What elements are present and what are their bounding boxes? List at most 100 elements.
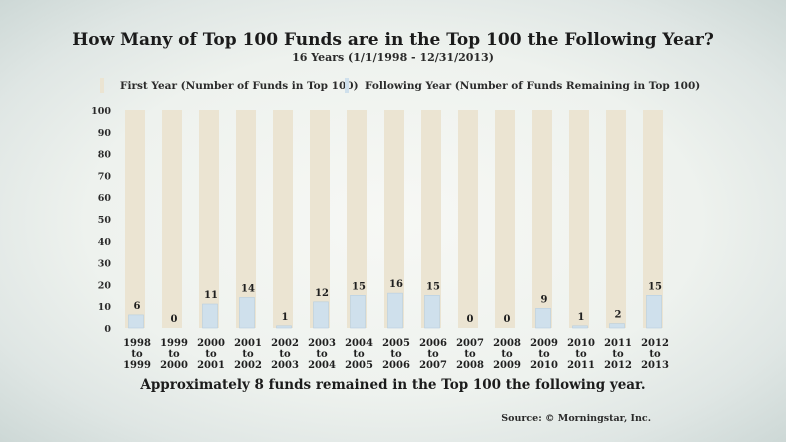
x-tick-label: 2006: [419, 338, 447, 349]
bar-following-year: [609, 323, 625, 329]
x-tick-label: 2006: [382, 360, 410, 371]
bar-following-year: [276, 325, 292, 329]
x-tick-label: 2013: [641, 360, 669, 371]
x-tick-label: 1999: [160, 338, 188, 349]
x-tick-label: 2011: [567, 360, 595, 371]
bar-following-year: [202, 303, 218, 329]
data-label: 0: [504, 314, 511, 325]
data-label: 12: [315, 288, 329, 299]
x-tick-label: to: [279, 349, 291, 360]
x-tick-label: to: [316, 349, 328, 360]
data-label: 15: [426, 281, 440, 292]
x-tick-label: 2005: [382, 338, 410, 349]
chart-footnote: Approximately 8 funds remained in the To…: [140, 377, 646, 393]
x-tick-label: 2002: [234, 360, 262, 371]
x-tick-label: to: [427, 349, 439, 360]
data-label: 16: [389, 279, 403, 290]
x-tick-label: 1998: [123, 338, 151, 349]
x-tick-label: to: [575, 349, 587, 360]
bar-first-year: [125, 110, 145, 328]
legend-item-following-year: Following Year (Number of Funds Remainin…: [345, 78, 700, 93]
x-tick-label: 1999: [123, 360, 151, 371]
legend-swatch-following-year: [345, 78, 349, 93]
x-tick-label: to: [390, 349, 402, 360]
bar-first-year: [421, 110, 441, 328]
x-tick-label: to: [612, 349, 624, 360]
x-tick-label: to: [538, 349, 550, 360]
y-tick-label: 80: [98, 150, 112, 161]
data-label: 1: [282, 312, 289, 323]
bar-first-year: [236, 110, 256, 328]
data-label: 9: [541, 294, 548, 305]
x-tick-label: 2000: [197, 338, 225, 349]
y-tick-label: 0: [104, 324, 111, 335]
y-tick-label: 70: [98, 171, 112, 182]
bar-following-year: [646, 294, 662, 329]
legend-label-first-year: First Year (Number of Funds in Top 100): [120, 79, 359, 92]
data-label: 1: [578, 312, 585, 323]
bar-first-year: [643, 110, 663, 328]
y-tick-label: 40: [98, 237, 112, 248]
bar-following-year: [572, 325, 588, 329]
y-tick-label: 20: [98, 280, 112, 291]
y-tick-label: 90: [98, 128, 112, 139]
legend-item-first-year: First Year (Number of Funds in Top 100): [100, 78, 359, 93]
bar-first-year: [384, 110, 404, 328]
bar-first-year: [569, 110, 589, 328]
x-tick-label: to: [353, 349, 365, 360]
x-tick-label: to: [501, 349, 513, 360]
chart-subtitle: 16 Years (1/1/1998 - 12/31/2013): [292, 51, 494, 64]
bar-following-year: [128, 314, 144, 329]
bar-first-year: [495, 110, 515, 328]
bar-following-year: [239, 297, 255, 329]
x-tick-label: 2004: [308, 360, 336, 371]
data-label: 14: [241, 283, 255, 294]
x-tick-label: 2000: [160, 360, 188, 371]
x-tick-label: to: [464, 349, 476, 360]
x-tick-label: 2009: [530, 338, 558, 349]
x-tick-label: to: [168, 349, 180, 360]
bar-first-year: [310, 110, 330, 328]
x-tick-label: to: [205, 349, 217, 360]
x-tick-label: 2007: [456, 338, 484, 349]
y-tick-label: 100: [91, 106, 111, 117]
data-label: 0: [467, 314, 474, 325]
x-tick-label: 2009: [493, 360, 521, 371]
bar-following-year: [350, 294, 366, 329]
bar-following-year: [387, 292, 403, 329]
y-tick-label: 60: [98, 193, 112, 204]
x-tick-label: 2008: [456, 360, 484, 371]
x-tick-label: 2008: [493, 338, 521, 349]
bar-first-year: [458, 110, 478, 328]
x-tick-label: to: [649, 349, 661, 360]
source-credit: Source: © Morningstar, Inc.: [501, 413, 651, 424]
data-label: 11: [204, 290, 218, 301]
y-tick-label: 50: [98, 215, 112, 226]
x-tick-label: to: [131, 349, 143, 360]
x-tick-label: 2003: [308, 338, 336, 349]
x-tick-label: 2007: [419, 360, 447, 371]
bar-first-year: [162, 110, 182, 328]
x-tick-label: 2010: [567, 338, 595, 349]
bar-first-year: [273, 110, 293, 328]
bar-following-year: [424, 294, 440, 329]
x-tick-label: to: [242, 349, 254, 360]
data-label: 2: [615, 310, 622, 321]
x-tick-label: 2005: [345, 360, 373, 371]
x-tick-label: 2001: [234, 338, 262, 349]
chart-title: How Many of Top 100 Funds are in the Top…: [72, 30, 714, 50]
bar-first-year: [532, 110, 552, 328]
data-label: 15: [352, 281, 366, 292]
legend-label-following-year: Following Year (Number of Funds Remainin…: [365, 79, 701, 92]
data-label: 6: [134, 301, 141, 312]
x-tick-label: 2004: [345, 338, 373, 349]
bar-following-year: [313, 301, 329, 329]
y-tick-label: 30: [98, 259, 112, 270]
bar-first-year: [606, 110, 626, 328]
x-tick-label: 2012: [641, 338, 669, 349]
x-tick-label: 2011: [604, 338, 632, 349]
x-tick-label: 2003: [271, 360, 299, 371]
x-tick-label: 2010: [530, 360, 558, 371]
x-tick-label: 2001: [197, 360, 225, 371]
